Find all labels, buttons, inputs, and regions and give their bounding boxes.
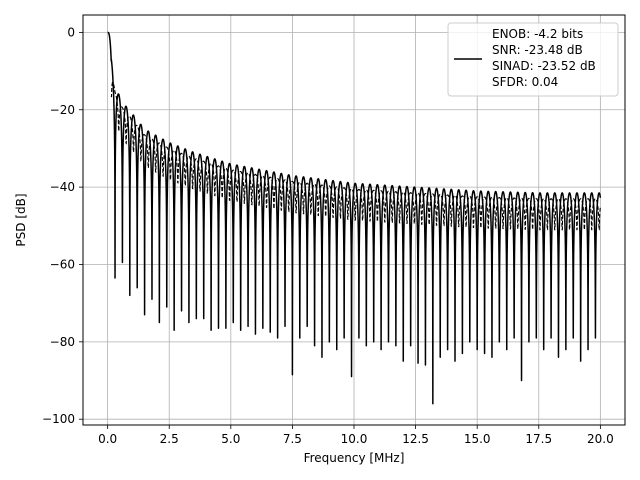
x-tick-label: 2.5 bbox=[160, 432, 179, 446]
psd-series-line bbox=[107, 31, 602, 405]
x-tick-label: 5.0 bbox=[221, 432, 240, 446]
legend-line-sfdr: SFDR: 0.04 bbox=[492, 75, 558, 89]
x-tick-label: 20.0 bbox=[587, 432, 614, 446]
y-tick-label: −20 bbox=[50, 103, 75, 117]
legend-box bbox=[447, 22, 619, 97]
x-tick-label: 0.0 bbox=[98, 432, 117, 446]
y-tick-label: −100 bbox=[42, 412, 75, 426]
psd-series-overlay bbox=[110, 81, 601, 231]
legend-line-sinad: SINAD: -23.52 dB bbox=[492, 59, 596, 73]
x-axis-label: Frequency [MHz] bbox=[304, 451, 405, 465]
y-tick-label: −40 bbox=[50, 180, 75, 194]
legend-line-snr: SNR: -23.48 dB bbox=[492, 43, 583, 57]
axis-ticks: 0.0 2.5 5.0 7.5 10.0 12.5 15.0 17.5 20.0 0 −20 −40 −… bbox=[42, 25, 614, 446]
legend: ENOB: -4.2 bits SNR: -23.48 dB SINAD: -2… bbox=[447, 22, 619, 97]
legend-line-enob: ENOB: -4.2 bits bbox=[492, 27, 583, 41]
y-axis-label: PSD [dB] bbox=[14, 193, 28, 246]
x-tick-label: 10.0 bbox=[341, 432, 368, 446]
x-tick-label: 15.0 bbox=[464, 432, 491, 446]
x-tick-label: 17.5 bbox=[525, 432, 552, 446]
y-tick-label: −60 bbox=[50, 257, 75, 271]
y-tick-label: 0 bbox=[67, 25, 75, 39]
x-tick-label: 12.5 bbox=[402, 432, 429, 446]
plot-area bbox=[107, 31, 602, 405]
y-tick-label: −80 bbox=[50, 335, 75, 349]
x-tick-label: 7.5 bbox=[283, 432, 302, 446]
